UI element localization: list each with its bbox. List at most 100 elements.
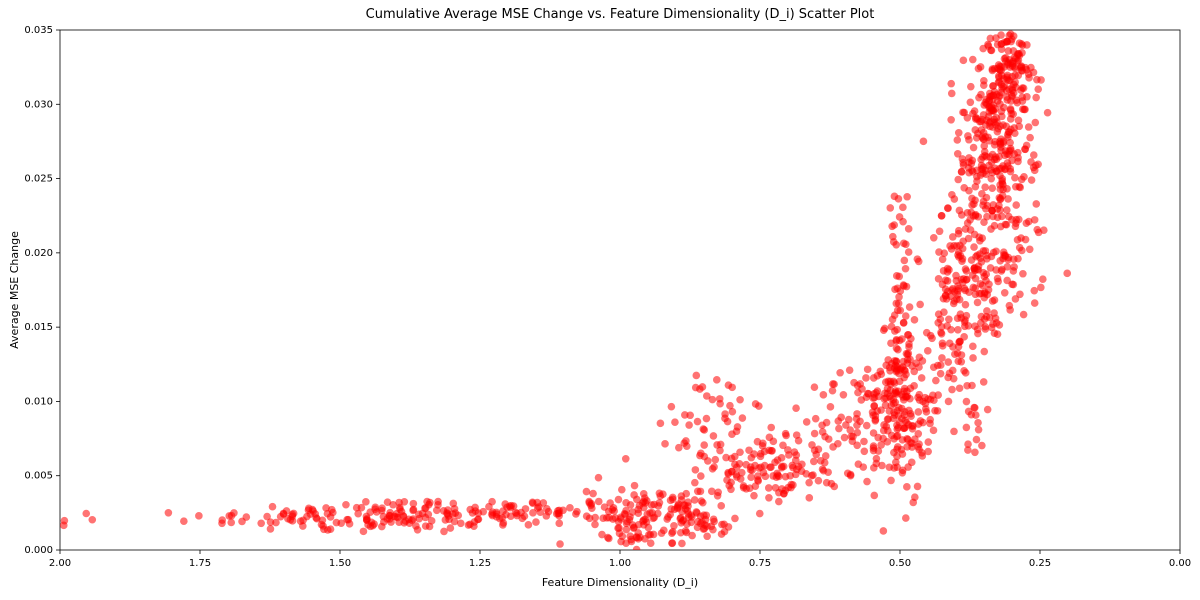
scatter-point <box>617 514 625 522</box>
scatter-point <box>378 523 386 531</box>
scatter-point <box>709 396 717 404</box>
scatter-point <box>991 296 999 304</box>
x-tick-label: 1.75 <box>189 558 211 569</box>
scatter-point <box>872 412 880 420</box>
scatter-point <box>853 421 861 429</box>
scatter-point <box>1025 70 1033 78</box>
scatter-point <box>880 421 888 429</box>
scatter-point <box>499 507 507 515</box>
scatter-point <box>728 468 736 476</box>
scatter-point <box>948 90 956 98</box>
scatter-point <box>938 323 946 331</box>
scatter-point <box>1039 275 1047 283</box>
scatter-point <box>675 500 683 508</box>
scatter-point <box>932 377 940 385</box>
scatter-point <box>572 510 580 518</box>
scatter-point <box>962 301 970 309</box>
scatter-point <box>324 526 332 534</box>
scatter-point <box>661 440 669 448</box>
scatter-point <box>1012 216 1020 224</box>
scatter-point <box>736 396 744 404</box>
scatter-point <box>863 422 871 430</box>
scatter-point <box>589 490 597 498</box>
scatter-point <box>968 195 976 203</box>
scatter-point <box>470 522 478 530</box>
scatter-point <box>928 335 936 343</box>
scatter-point <box>342 501 350 509</box>
scatter-point <box>765 484 773 492</box>
scatter-point <box>598 531 606 539</box>
x-tick-label: 2.00 <box>49 558 71 569</box>
y-tick-label: 0.010 <box>24 396 53 407</box>
scatter-point <box>939 339 947 347</box>
scatter-point <box>908 443 916 451</box>
scatter-point <box>989 67 997 75</box>
scatter-point <box>844 470 852 478</box>
scatter-point <box>934 407 942 415</box>
scatter-point <box>998 267 1006 275</box>
scatter-point <box>1026 246 1034 254</box>
scatter-point <box>657 420 665 428</box>
scatter-point <box>938 354 946 362</box>
scatter-point <box>948 386 956 394</box>
scatter-point <box>963 382 971 390</box>
scatter-point <box>1016 291 1024 299</box>
scatter-point <box>1026 134 1034 142</box>
scatter-point <box>954 176 962 184</box>
scatter-point <box>970 212 978 220</box>
scatter-point <box>902 393 910 401</box>
scatter-point <box>669 539 677 547</box>
scatter-point <box>1018 247 1026 255</box>
scatter-point <box>835 425 843 433</box>
scatter-point <box>747 473 755 481</box>
scatter-point <box>384 498 392 506</box>
scatter-point <box>782 430 790 438</box>
scatter-point <box>988 184 996 192</box>
scatter-point <box>716 395 724 403</box>
y-tick-label: 0.000 <box>24 545 53 556</box>
scatter-point <box>923 408 931 416</box>
scatter-point <box>901 257 909 265</box>
scatter-point <box>938 212 946 220</box>
scatter-point <box>636 533 644 541</box>
scatter-point <box>1032 119 1040 127</box>
scatter-point <box>878 370 886 378</box>
y-tick-label: 0.035 <box>24 25 53 36</box>
scatter-point <box>955 230 963 238</box>
scatter-point <box>874 434 882 442</box>
scatter-point <box>1034 85 1042 93</box>
scatter-point <box>1010 267 1018 275</box>
scatter-point <box>917 417 925 425</box>
scatter-point <box>888 323 896 331</box>
scatter-point <box>893 272 901 280</box>
scatter-point <box>968 411 976 419</box>
scatter-point <box>953 277 961 285</box>
scatter-point <box>959 237 967 245</box>
scatter-point <box>685 421 693 429</box>
scatter-point <box>1034 161 1042 169</box>
scatter-point <box>566 504 574 512</box>
scatter-point <box>1001 289 1009 297</box>
scatter-point <box>1010 255 1018 263</box>
scatter-point <box>697 488 705 496</box>
scatter-point <box>522 505 530 513</box>
scatter-point <box>962 265 970 273</box>
scatter-point <box>180 517 188 525</box>
scatter-point <box>165 509 173 517</box>
scatter-point <box>811 447 819 455</box>
scatter-point <box>422 522 430 530</box>
scatter-point <box>911 316 919 324</box>
scatter-point <box>924 438 932 446</box>
scatter-point <box>754 438 762 446</box>
scatter-point <box>965 187 973 195</box>
scatter-point <box>1005 128 1013 136</box>
scatter-point <box>750 450 758 458</box>
scatter-point <box>918 374 926 382</box>
scatter-point <box>900 374 908 382</box>
scatter-point <box>900 319 908 327</box>
scatter-point <box>992 121 1000 129</box>
scatter-point <box>861 447 869 455</box>
scatter-point <box>892 241 900 249</box>
scatter-point <box>1015 117 1023 125</box>
scatter-point <box>895 195 903 203</box>
